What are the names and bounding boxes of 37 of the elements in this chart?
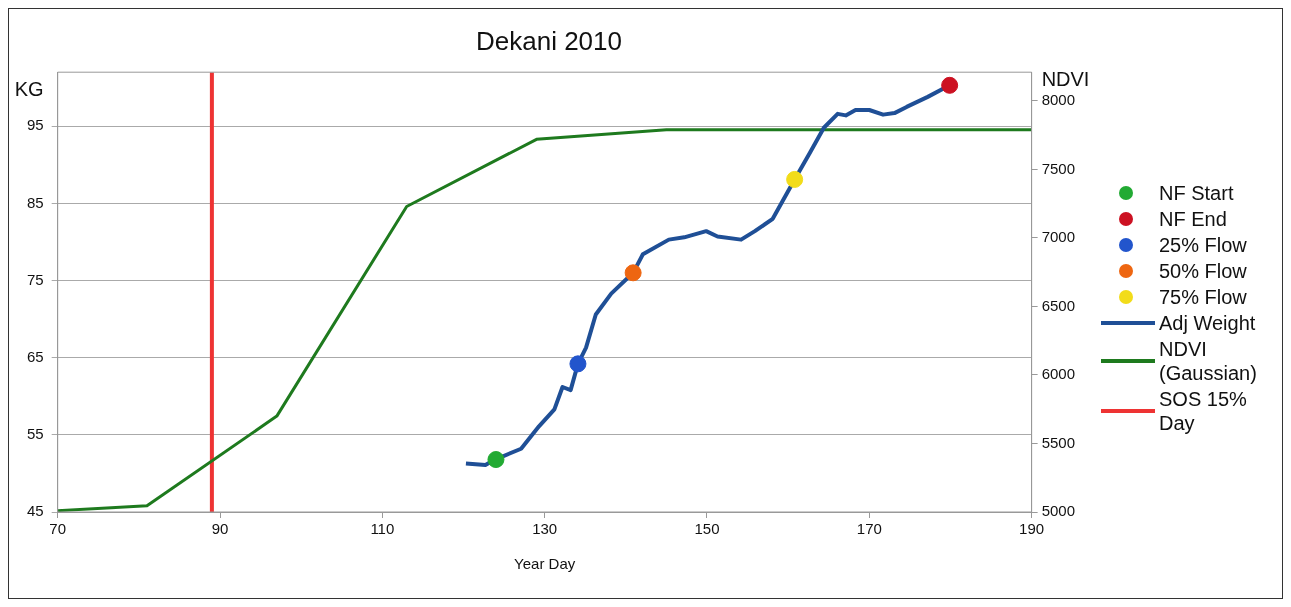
y-tick-label: 65 — [27, 347, 44, 365]
y2-tick-label: 5500 — [1041, 433, 1076, 451]
y-axis-title: KG — [14, 77, 44, 100]
point — [624, 264, 642, 282]
point — [941, 76, 959, 94]
point — [569, 355, 587, 373]
x-tick-label: 130 — [532, 520, 558, 538]
y-tick-label: 55 — [27, 424, 44, 442]
legend-label: Adj Weight — [1159, 311, 1256, 335]
x-tick-label: 70 — [49, 520, 67, 538]
y2-tick-label: 6000 — [1041, 365, 1076, 383]
chart-title: Dekani 2010 — [476, 25, 622, 56]
y-tick-label: 85 — [27, 193, 44, 211]
legend-label: NDVI (Gaussian) — [1159, 337, 1258, 385]
y-tick-label: 45 — [27, 502, 44, 520]
x-tick-label: 190 — [1019, 520, 1045, 538]
point — [786, 170, 804, 188]
legend-label: 50% Flow — [1159, 259, 1247, 283]
x-axis-title: Year Day — [514, 555, 576, 573]
y2-tick-label: 7500 — [1041, 159, 1076, 177]
y2-tick-label: 8000 — [1041, 91, 1076, 109]
legend-label: 25% Flow — [1159, 233, 1247, 257]
legend-label: SOS 15% Day — [1159, 387, 1248, 435]
x-tick-label: 110 — [370, 520, 395, 538]
y-tick-label: 95 — [27, 116, 44, 134]
x-tick-label: 90 — [211, 520, 229, 538]
x-tick-label: 150 — [694, 520, 720, 538]
legend-label: 75% Flow — [1159, 285, 1247, 309]
x-tick-label: 170 — [856, 520, 882, 538]
y2-axis-title: NDVI — [1041, 67, 1090, 90]
y-tick-label: 75 — [27, 270, 44, 288]
legend-label: NF End — [1159, 207, 1227, 231]
y2-tick-label: 5000 — [1041, 502, 1076, 520]
y2-tick-label: 6500 — [1041, 296, 1076, 314]
point — [487, 451, 505, 469]
y2-tick-label: 7000 — [1041, 228, 1076, 246]
legend-label: NF Start — [1159, 181, 1234, 205]
